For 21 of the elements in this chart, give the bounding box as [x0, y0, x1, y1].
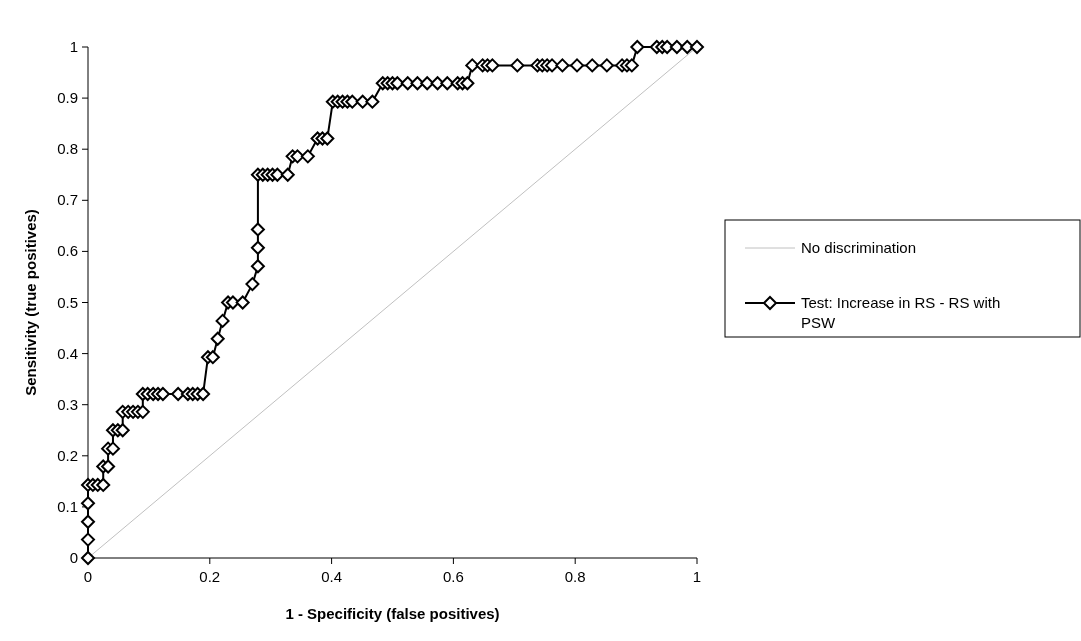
legend-label: Test: Increase in RS - RS with PSW	[801, 294, 1001, 331]
x-tick-label: 0	[83, 568, 93, 585]
y-tick-label: 0.1	[57, 497, 78, 515]
y-tick-label: 0	[69, 549, 78, 566]
x-tick-label: 1	[692, 568, 702, 585]
x-axis-title: 1 - Specificity (false positives)	[285, 605, 500, 622]
y-tick-label: 0.4	[57, 344, 78, 362]
x-tick-label: 0.6	[442, 568, 464, 585]
x-tick-label: 0.8	[564, 568, 586, 585]
y-tick-label: 0.5	[57, 293, 78, 311]
y-tick-label: 0.7	[57, 191, 78, 209]
x-tick-label: 0.4	[321, 568, 343, 585]
y-tick-label: 0.2	[57, 446, 78, 464]
legend-label: No discrimination	[801, 239, 917, 256]
y-tick-label: 1	[69, 38, 78, 55]
x-tick-label: 0.2	[199, 568, 221, 585]
y-tick-label: 0.9	[57, 89, 78, 107]
y-tick-label: 0.3	[57, 395, 78, 413]
y-axis-title: Sensitivity (true positives)	[22, 209, 39, 396]
y-tick-label: 0.8	[57, 140, 78, 158]
y-tick-label: 0.6	[57, 242, 78, 260]
